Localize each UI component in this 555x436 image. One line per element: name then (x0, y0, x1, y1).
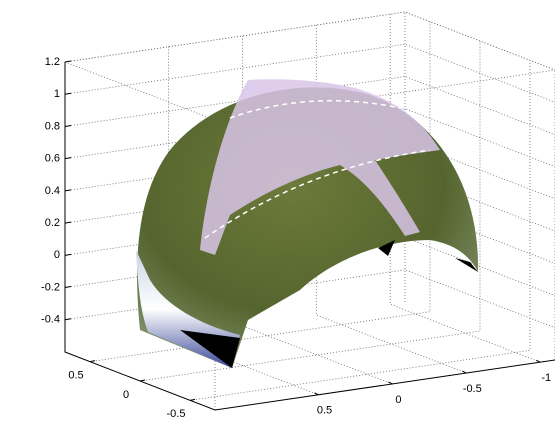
y-tick-label: -0.5 (463, 383, 482, 395)
x-tick-label: -0.5 (167, 408, 186, 420)
y-tick-label: 0.5 (317, 405, 332, 417)
z-tick (65, 190, 71, 191)
textured-surface (136, 79, 478, 368)
z-tick (65, 125, 71, 126)
z-tick-label: 0.2 (45, 217, 60, 229)
y-tick-label: -1 (541, 372, 551, 384)
z-tick (65, 93, 71, 94)
z-tick-label: 0.4 (45, 185, 60, 197)
z-tick-label: -0.4 (41, 314, 60, 326)
z-tick (65, 319, 71, 320)
z-tick (65, 158, 71, 159)
z-tick (65, 61, 71, 62)
z-tick-label: -0.2 (41, 281, 60, 293)
z-tick (65, 254, 71, 255)
z-tick-label: 0 (54, 249, 60, 261)
chart: 1.2 1 0.8 0.6 0.4 0.2 0 -0.2 -0.4 0.5 0 -0.5 0.5 0 -0.… (0, 0, 555, 436)
x-tick-label: 0.5 (68, 370, 83, 382)
z-tick-label: 1 (54, 88, 60, 100)
z-tick-label: 1.2 (45, 56, 60, 68)
z-tick-label: 0.8 (45, 120, 60, 132)
y-tick-label: 0 (395, 394, 401, 406)
z-tick (65, 222, 71, 223)
x-tick-label: 0 (123, 389, 129, 401)
z-tick (65, 287, 71, 288)
z-tick-label: 0.6 (45, 153, 60, 165)
grid-line (65, 12, 555, 70)
